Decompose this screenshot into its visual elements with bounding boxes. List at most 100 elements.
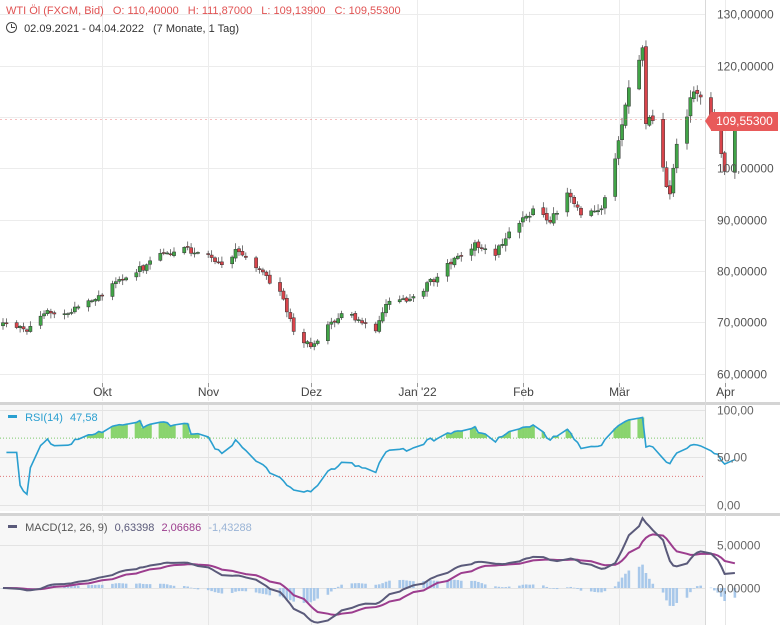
macd-histogram-bar[interactable] <box>169 585 172 588</box>
macd-histogram-bar[interactable] <box>213 588 217 593</box>
candle-body[interactable] <box>500 244 505 246</box>
candle-body[interactable] <box>531 208 535 216</box>
candle-body[interactable] <box>14 322 19 328</box>
candle-body[interactable] <box>134 272 139 278</box>
candle-body[interactable] <box>404 297 409 302</box>
candle-body[interactable] <box>148 260 152 265</box>
candle-body[interactable] <box>288 312 293 319</box>
candle-body[interactable] <box>575 204 580 208</box>
candle-body[interactable] <box>110 283 115 297</box>
macd-histogram-bar[interactable] <box>350 583 354 588</box>
candle-body[interactable] <box>520 217 525 223</box>
macd-histogram-bar[interactable] <box>627 570 631 588</box>
rsi-legend[interactable]: RSI(14) 47,58 <box>8 412 98 424</box>
macd-histogram-bar[interactable] <box>388 580 391 588</box>
candle-body[interactable] <box>384 303 388 314</box>
macd-histogram-bar[interactable] <box>501 587 504 588</box>
macd-histogram-bar[interactable] <box>600 588 603 593</box>
macd-histogram-bar[interactable] <box>172 585 176 588</box>
macd-histogram-bar[interactable] <box>483 584 487 588</box>
candle-body[interactable] <box>541 207 546 215</box>
macd-series[interactable] <box>1 516 737 624</box>
candle-body[interactable] <box>278 282 282 292</box>
macd-histogram-bar[interactable] <box>121 583 124 588</box>
candle-body[interactable] <box>548 220 553 223</box>
candle-body[interactable] <box>100 294 105 297</box>
macd-histogram-bar[interactable] <box>624 573 627 588</box>
macd-histogram-bar[interactable] <box>384 581 388 588</box>
rsi-line[interactable] <box>6 416 736 496</box>
candle-body[interactable] <box>688 97 693 117</box>
candle-body[interactable] <box>356 319 361 321</box>
macd-histogram-bar[interactable] <box>340 584 343 588</box>
candle-body[interactable] <box>497 245 501 255</box>
candle-body[interactable] <box>161 252 166 254</box>
candle-body[interactable] <box>579 207 583 216</box>
candle-body[interactable] <box>452 257 457 266</box>
macd-histogram-bar[interactable] <box>261 588 265 594</box>
macd-histogram-bar[interactable] <box>436 580 439 588</box>
candle-body[interactable] <box>254 257 258 269</box>
candle-body[interactable] <box>49 311 53 314</box>
candle-body[interactable] <box>124 277 128 281</box>
macd-histogram-bar[interactable] <box>504 587 508 588</box>
candle-body[interactable] <box>432 279 436 282</box>
macd-histogram-bar[interactable] <box>542 585 545 588</box>
candle-body[interactable] <box>589 210 594 216</box>
candle-body[interactable] <box>240 251 245 256</box>
candle-body[interactable] <box>596 210 600 213</box>
candle-body[interactable] <box>213 257 217 262</box>
macd-histogram-bar[interactable] <box>524 584 528 588</box>
macd-histogram-bar[interactable] <box>566 587 569 588</box>
macd-histogram-bar[interactable] <box>494 586 497 588</box>
candle-body[interactable] <box>1 322 5 327</box>
macd-histogram-bar[interactable] <box>685 588 689 598</box>
macd-histogram-bar[interactable] <box>723 588 726 602</box>
macd-histogram-bar[interactable] <box>719 588 723 597</box>
macd-histogram-bar[interactable] <box>453 579 456 588</box>
candle-body[interactable] <box>647 116 652 126</box>
candle-body[interactable] <box>637 59 641 90</box>
macd-histogram-bar[interactable] <box>210 588 213 592</box>
candle-body[interactable] <box>421 290 426 297</box>
candle-body[interactable] <box>592 210 597 213</box>
macd-histogram-bar[interactable] <box>429 580 432 588</box>
macd-histogram-bar[interactable] <box>675 588 679 603</box>
candle-body[interactable] <box>291 317 296 332</box>
candle-body[interactable] <box>456 255 460 259</box>
candle-body[interactable] <box>363 322 368 324</box>
candle-body[interactable] <box>428 278 433 283</box>
macd-histogram-bar[interactable] <box>405 580 408 588</box>
candle-body[interactable] <box>114 281 118 285</box>
macd-histogram-bar[interactable] <box>518 585 521 588</box>
candle-body[interactable] <box>435 276 440 283</box>
candle-body[interactable] <box>62 313 67 315</box>
macd-histogram-bar[interactable] <box>230 588 234 593</box>
macd-histogram-bar[interactable] <box>282 588 285 598</box>
candle-body[interactable] <box>620 124 624 140</box>
candle-body[interactable] <box>28 326 33 332</box>
candle-body[interactable] <box>650 115 655 121</box>
candle-body[interactable] <box>305 341 310 345</box>
candle-body[interactable] <box>196 252 200 254</box>
candle-body[interactable] <box>479 247 484 249</box>
candle-body[interactable] <box>671 167 676 194</box>
macd-histogram-bar[interactable] <box>709 587 713 589</box>
macd-histogram-bar[interactable] <box>316 588 319 599</box>
macd-histogram-bar[interactable] <box>572 587 576 589</box>
macd-histogram-bar[interactable] <box>661 588 665 593</box>
macd-histogram-bar[interactable] <box>326 588 330 595</box>
candle-body[interactable] <box>627 87 631 107</box>
macd-histogram-bar[interactable] <box>196 588 200 590</box>
candle-body[interactable] <box>674 143 679 169</box>
candle-body[interactable] <box>120 278 125 281</box>
candle-body[interactable] <box>449 261 453 265</box>
candle-body[interactable] <box>425 282 429 292</box>
candle-body[interactable] <box>695 89 700 94</box>
macd-histogram-bar[interactable] <box>477 581 480 588</box>
macd-histogram-bar[interactable] <box>449 579 453 588</box>
candle-body[interactable] <box>377 320 382 332</box>
macd-histogram-bar[interactable] <box>569 586 573 588</box>
candle-body[interactable] <box>18 326 22 328</box>
macd-histogram-bar[interactable] <box>193 588 196 589</box>
